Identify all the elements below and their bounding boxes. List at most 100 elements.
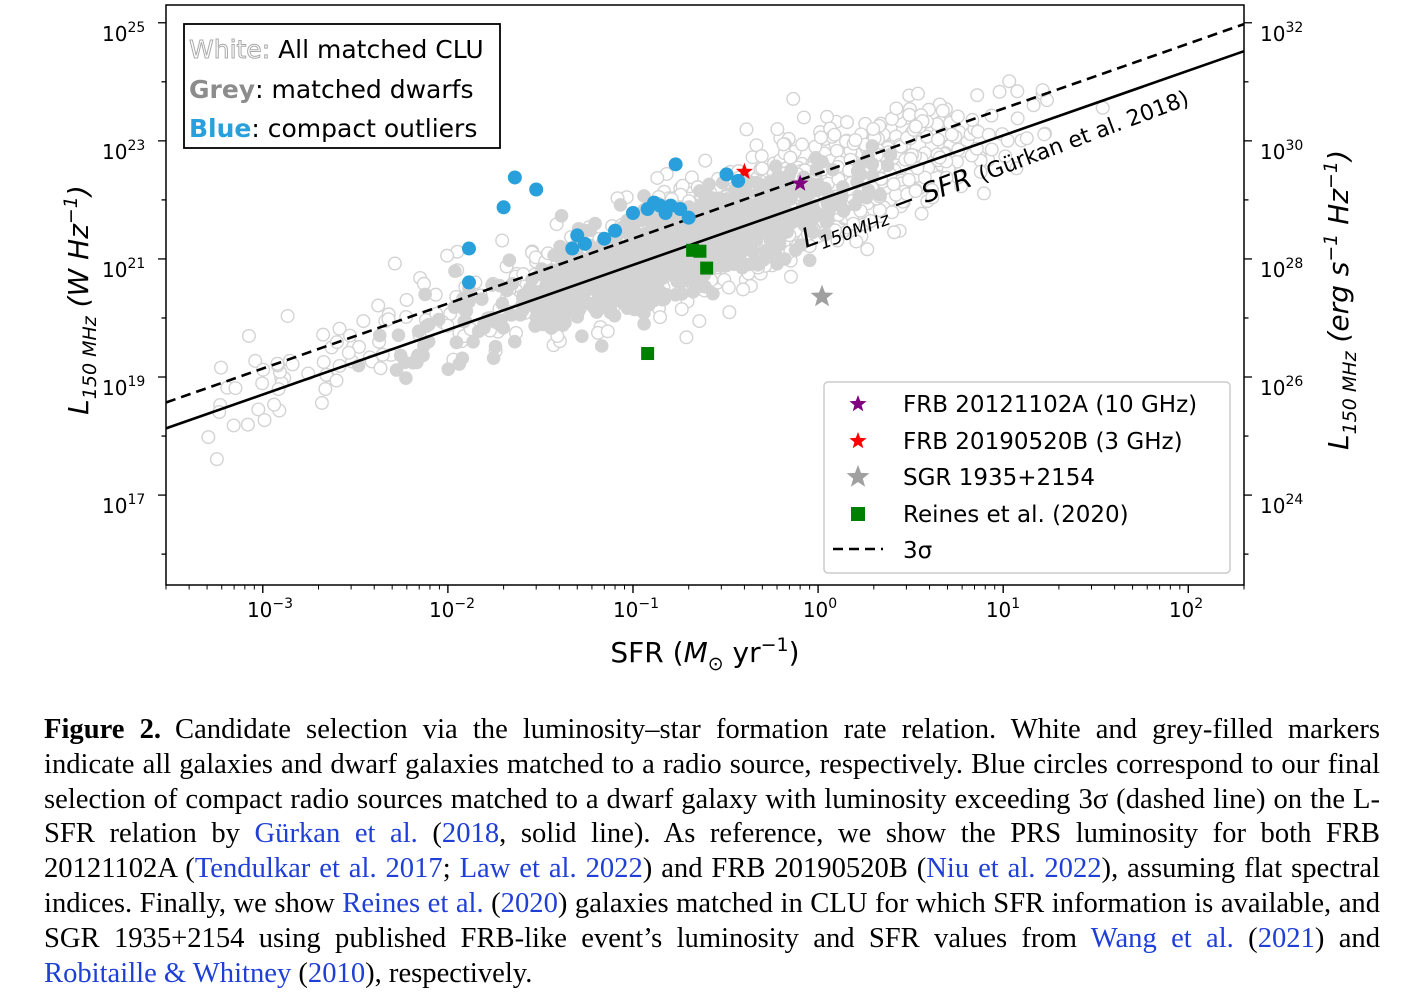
white-marker (863, 213, 878, 228)
caption-text: Candidate selection via the luminosity–s… (44, 714, 1380, 850)
grey-marker (455, 351, 470, 366)
caption-text: ; (442, 853, 460, 885)
caption-text: ( (1233, 922, 1258, 954)
citation-link[interactable]: Tendulkar et al. 2017 (194, 853, 443, 885)
citation-link[interactable]: Gürkan et al. (254, 818, 418, 850)
grey-marker (389, 363, 404, 377)
grey-marker (802, 253, 817, 268)
grey-marker (812, 178, 826, 193)
white-marker (495, 233, 510, 248)
caption-label: Figure 2. (44, 714, 162, 745)
y-tick-label-left: 1019 (102, 374, 145, 400)
figure-caption: Figure 2. Candidate selection via the lum… (44, 713, 1380, 991)
y-tick-label-right: 1030 (1260, 138, 1303, 164)
white-marker (839, 115, 854, 130)
citation-link[interactable]: Reines et al. (342, 887, 484, 919)
series-layer (461, 157, 834, 361)
legend-entry: 3σ (903, 538, 932, 564)
grey-marker (504, 308, 519, 322)
caption-text: , solid line). As reference, we show the… (44, 818, 1380, 885)
grey-marker (686, 285, 700, 299)
grey-marker (554, 208, 569, 223)
compact-outlier-marker (608, 223, 623, 238)
grey-marker (411, 349, 426, 364)
white-marker (226, 418, 241, 433)
y-tick-label-right: 1032 (1260, 20, 1303, 46)
white-marker (935, 103, 950, 118)
white-marker (209, 452, 224, 467)
grey-marker (770, 256, 784, 271)
white-marker (908, 119, 923, 134)
caption-text: ) and (1314, 922, 1380, 954)
compact-outlier-marker (673, 202, 688, 217)
compact-outlier-marker (529, 182, 544, 197)
caption-text: ), respectively. (365, 957, 533, 989)
grey-marker (577, 258, 591, 272)
grey-marker (672, 272, 687, 287)
compact-outlier-marker (496, 200, 511, 215)
white-marker (251, 402, 266, 417)
citation-link[interactable]: Niu et al. 2022 (926, 853, 1102, 885)
citation-link[interactable]: 2010 (307, 957, 366, 989)
star-marker (810, 284, 834, 307)
citation-link[interactable]: Wang et al. (1090, 922, 1234, 954)
white-marker (240, 417, 255, 432)
white-marker (267, 397, 282, 412)
grey-marker (810, 208, 824, 223)
grey-marker (544, 321, 559, 335)
citation-link[interactable]: Law et al. 2022 (459, 853, 643, 885)
grey-marker (502, 253, 517, 268)
white-marker (795, 137, 810, 152)
grey-marker (632, 302, 647, 317)
white-marker (674, 302, 689, 317)
grey-marker (702, 177, 716, 192)
white-marker (866, 121, 881, 136)
white-marker (329, 373, 344, 388)
white-marker (776, 137, 791, 152)
white-marker (1010, 84, 1025, 99)
legend-entry: FRB 20190520B (3 GHz) (903, 429, 1183, 455)
citation-link[interactable]: Robitaille & Whitney (44, 957, 292, 989)
x-tick-label: 102 (1169, 596, 1203, 622)
grey-marker (865, 157, 880, 171)
y-tick-label-right: 1028 (1260, 256, 1303, 282)
white-marker (770, 122, 785, 137)
citation-link[interactable]: 2021 (1257, 922, 1315, 954)
white-marker (931, 132, 946, 147)
white-marker (887, 225, 902, 240)
grey-marker (797, 218, 812, 233)
white-marker (998, 149, 1013, 164)
white-marker (984, 142, 999, 157)
white-marker (796, 110, 811, 125)
compact-outlier-marker (681, 210, 696, 225)
grey-marker (418, 287, 432, 302)
white-marker (356, 314, 371, 329)
x-axis-label: SFR (M⊙ yr−1) (610, 634, 799, 675)
grey-label: Grey (189, 75, 255, 104)
citation-link[interactable]: 2020 (500, 887, 558, 919)
grey-marker (494, 313, 508, 328)
white-label: White: (189, 35, 270, 64)
white-marker (889, 101, 904, 116)
caption-text: ) and FRB 20190520B ( (642, 853, 927, 885)
legend-square-green (851, 507, 865, 521)
white-marker (318, 381, 333, 396)
grey-marker (768, 190, 782, 204)
white-marker (901, 172, 916, 187)
legend-star-grey (846, 465, 870, 487)
y-axis-ticks (158, 22, 1252, 555)
reines-marker (693, 244, 707, 258)
reines-marker (641, 347, 655, 361)
grey-marker (582, 296, 596, 311)
white-marker (950, 109, 965, 124)
white-marker (820, 109, 835, 124)
grey-marker (449, 335, 464, 350)
compact-outlier-marker (461, 275, 476, 290)
white-marker (973, 164, 988, 179)
white-marker (736, 282, 751, 297)
figure: L150MHz − SFR (Gürkan et al. 2018) 10−3 … (60, 4, 1361, 675)
white-marker (698, 153, 713, 168)
white-marker (925, 190, 940, 205)
citation-link[interactable]: 2018 (441, 818, 500, 850)
white-marker (316, 355, 331, 370)
